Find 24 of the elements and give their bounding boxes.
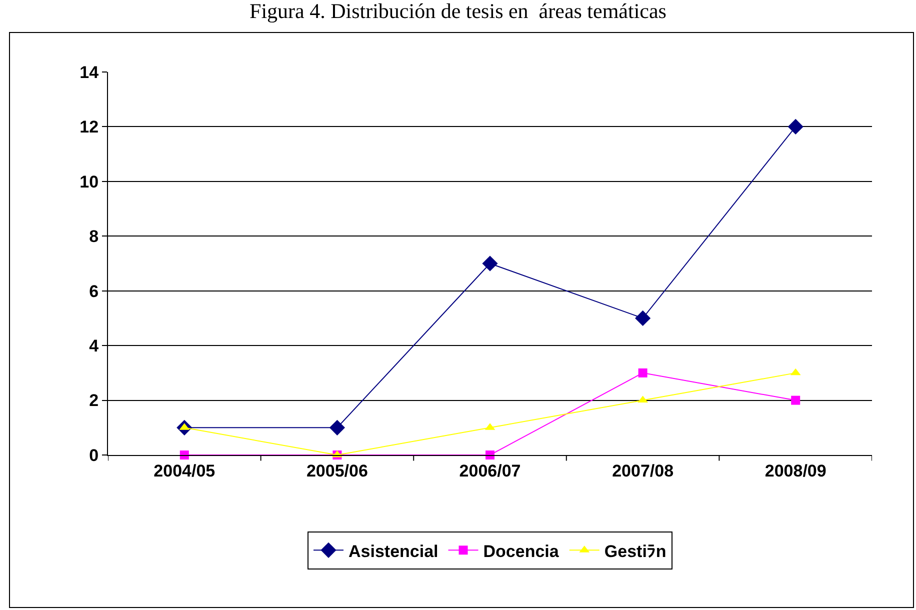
x-tick-label: 2008/09 xyxy=(764,461,826,480)
point xyxy=(638,368,648,378)
y-tick-label: 4 xyxy=(89,336,100,356)
y-tick-label: 8 xyxy=(89,227,99,246)
point xyxy=(638,396,648,403)
point xyxy=(329,420,345,436)
chart-title: Figura 4. Distribución de tesis en áreas temáticas xyxy=(250,0,666,23)
point xyxy=(791,396,800,405)
y-tick-label: 10 xyxy=(80,172,99,192)
legend-label: Docencia xyxy=(483,542,560,561)
x-tick-label: 2005/06 xyxy=(306,461,368,480)
point xyxy=(788,118,804,135)
x-tick-label: 2004/05 xyxy=(154,461,216,480)
y-tick-label: 12 xyxy=(80,118,99,137)
y-tick-label: 6 xyxy=(89,282,99,301)
legend-label: Gestiﾗn xyxy=(604,542,666,561)
x-tick-label: 2006/07 xyxy=(459,461,521,480)
x-tick-label: 2007/08 xyxy=(612,461,674,480)
point xyxy=(482,256,498,272)
y-tick-label: 0 xyxy=(89,446,99,465)
legend-label: Asistencial xyxy=(348,542,438,561)
y-tick-label: 14 xyxy=(80,62,100,82)
y-tick-label: 2 xyxy=(89,391,99,410)
point xyxy=(635,310,651,326)
